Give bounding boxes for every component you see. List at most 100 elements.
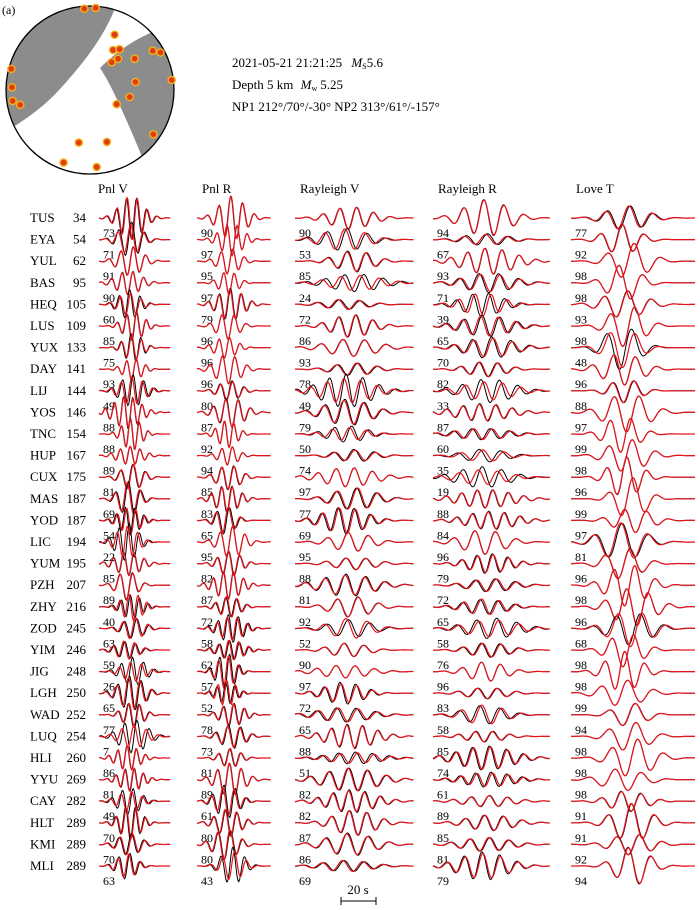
synthetic-trace [571,847,695,884]
synthetic-trace [99,358,171,381]
station-distance: 248 [67,664,87,679]
correlation-value: 85 [299,269,311,283]
synthetic-trace [432,704,550,725]
station-code: YOD [30,512,58,527]
correlation-value: 92 [575,852,587,866]
correlation-value: 84 [437,528,449,542]
synthetic-trace [295,574,414,596]
correlation-value: 72 [299,312,311,326]
beachball-stations [7,3,176,172]
synthetic-trace [433,814,550,831]
station-row: YOS 146 88 87 79 87 97 [30,395,695,434]
station-distance: 246 [67,642,87,657]
correlation-value: 61 [437,788,449,802]
correlation-value: 80 [201,852,213,866]
synthetic-trace [196,195,271,240]
synthetic-trace [571,679,695,706]
synthetic-trace [295,810,414,836]
correlation-value: 93 [299,356,311,370]
correlation-value: 85 [103,334,115,348]
beachball-station-marker [102,137,112,147]
synthetic-trace [197,465,271,491]
correlation-value: 82 [437,377,449,391]
station-code: LIJ [30,383,47,398]
station-code: EYA [30,232,56,247]
station-distance: 187 [67,512,87,527]
station-code: YIM [30,642,56,657]
synthetic-trace [98,271,171,295]
synthetic-trace [98,745,171,771]
scale-bar: 20 s [340,882,377,905]
correlation-value: 81 [103,485,115,499]
correlation-value: 79 [299,420,311,434]
beachball [5,3,176,175]
correlation-value: 71 [437,291,449,305]
correlation-value: 72 [437,593,449,607]
synthetic-trace [571,306,695,348]
observed-trace [294,767,414,792]
observed-trace [294,373,414,408]
synthetic-trace [99,292,171,316]
observed-trace [571,242,695,278]
synthetic-trace [432,687,550,700]
correlation-value: 96 [575,615,587,629]
synthetic-trace [295,449,414,461]
correlation-value: 89 [103,593,115,607]
correlation-value: 78 [201,723,213,737]
station-distance: 260 [67,750,87,765]
correlation-value: 99 [575,701,587,715]
synthetic-trace [571,612,696,648]
station-row: CAY 282 49 61 82 89 91 [30,784,695,823]
correlation-value: 61 [201,809,213,823]
synthetic-trace [571,650,695,690]
synthetic-trace [98,853,171,878]
correlation-value: 93 [575,312,587,326]
station-code: HLT [30,815,54,830]
correlation-value: 70 [103,852,115,866]
beachball-station-marker [110,30,119,40]
station-code: ZHY [30,599,57,614]
observed-trace [571,456,695,496]
station-code: LUQ [30,728,57,743]
column-header: Love T [576,181,614,196]
station-distance: 245 [67,620,87,635]
synthetic-trace [295,299,414,310]
synthetic-trace [294,206,414,230]
correlation-value: 43 [201,874,213,888]
correlation-value: 83 [201,507,213,521]
synthetic-trace [571,588,695,626]
synthetic-trace [196,595,271,618]
correlation-value: 7 [103,744,109,758]
correlation-value: 96 [575,572,587,586]
observed-trace [294,398,414,426]
station-code: YUL [30,253,57,268]
depth-line: Depth 5 km Mw 5.25 [232,77,343,93]
synthetic-trace [295,314,414,338]
station-code: YUM [30,556,61,571]
station-distance: 154 [67,426,87,441]
correlation-value: 58 [437,636,449,650]
correlation-value: 98 [575,593,587,607]
beachball-station-marker [113,54,123,64]
correlation-value: 91 [575,831,587,845]
correlation-value: 79 [437,572,449,586]
station-distance: 216 [67,599,87,614]
beachball-station-marker [148,46,157,56]
origin-time: 2021-05-21 21:21:25 [232,55,342,70]
synthetic-trace [295,362,414,376]
synthetic-trace [571,721,695,751]
column-header: Pnl V [98,181,128,196]
synthetic-trace [294,859,414,873]
observed-trace [294,665,414,679]
synthetic-trace [294,724,414,749]
synthetic-trace [197,248,271,275]
observed-trace [571,223,695,253]
station-distance: 167 [67,448,87,463]
synthetic-trace [432,852,550,879]
synthetic-trace [197,525,271,558]
correlation-value: 94 [575,874,587,888]
synthetic-trace [432,836,550,852]
synthetic-trace [98,525,171,558]
